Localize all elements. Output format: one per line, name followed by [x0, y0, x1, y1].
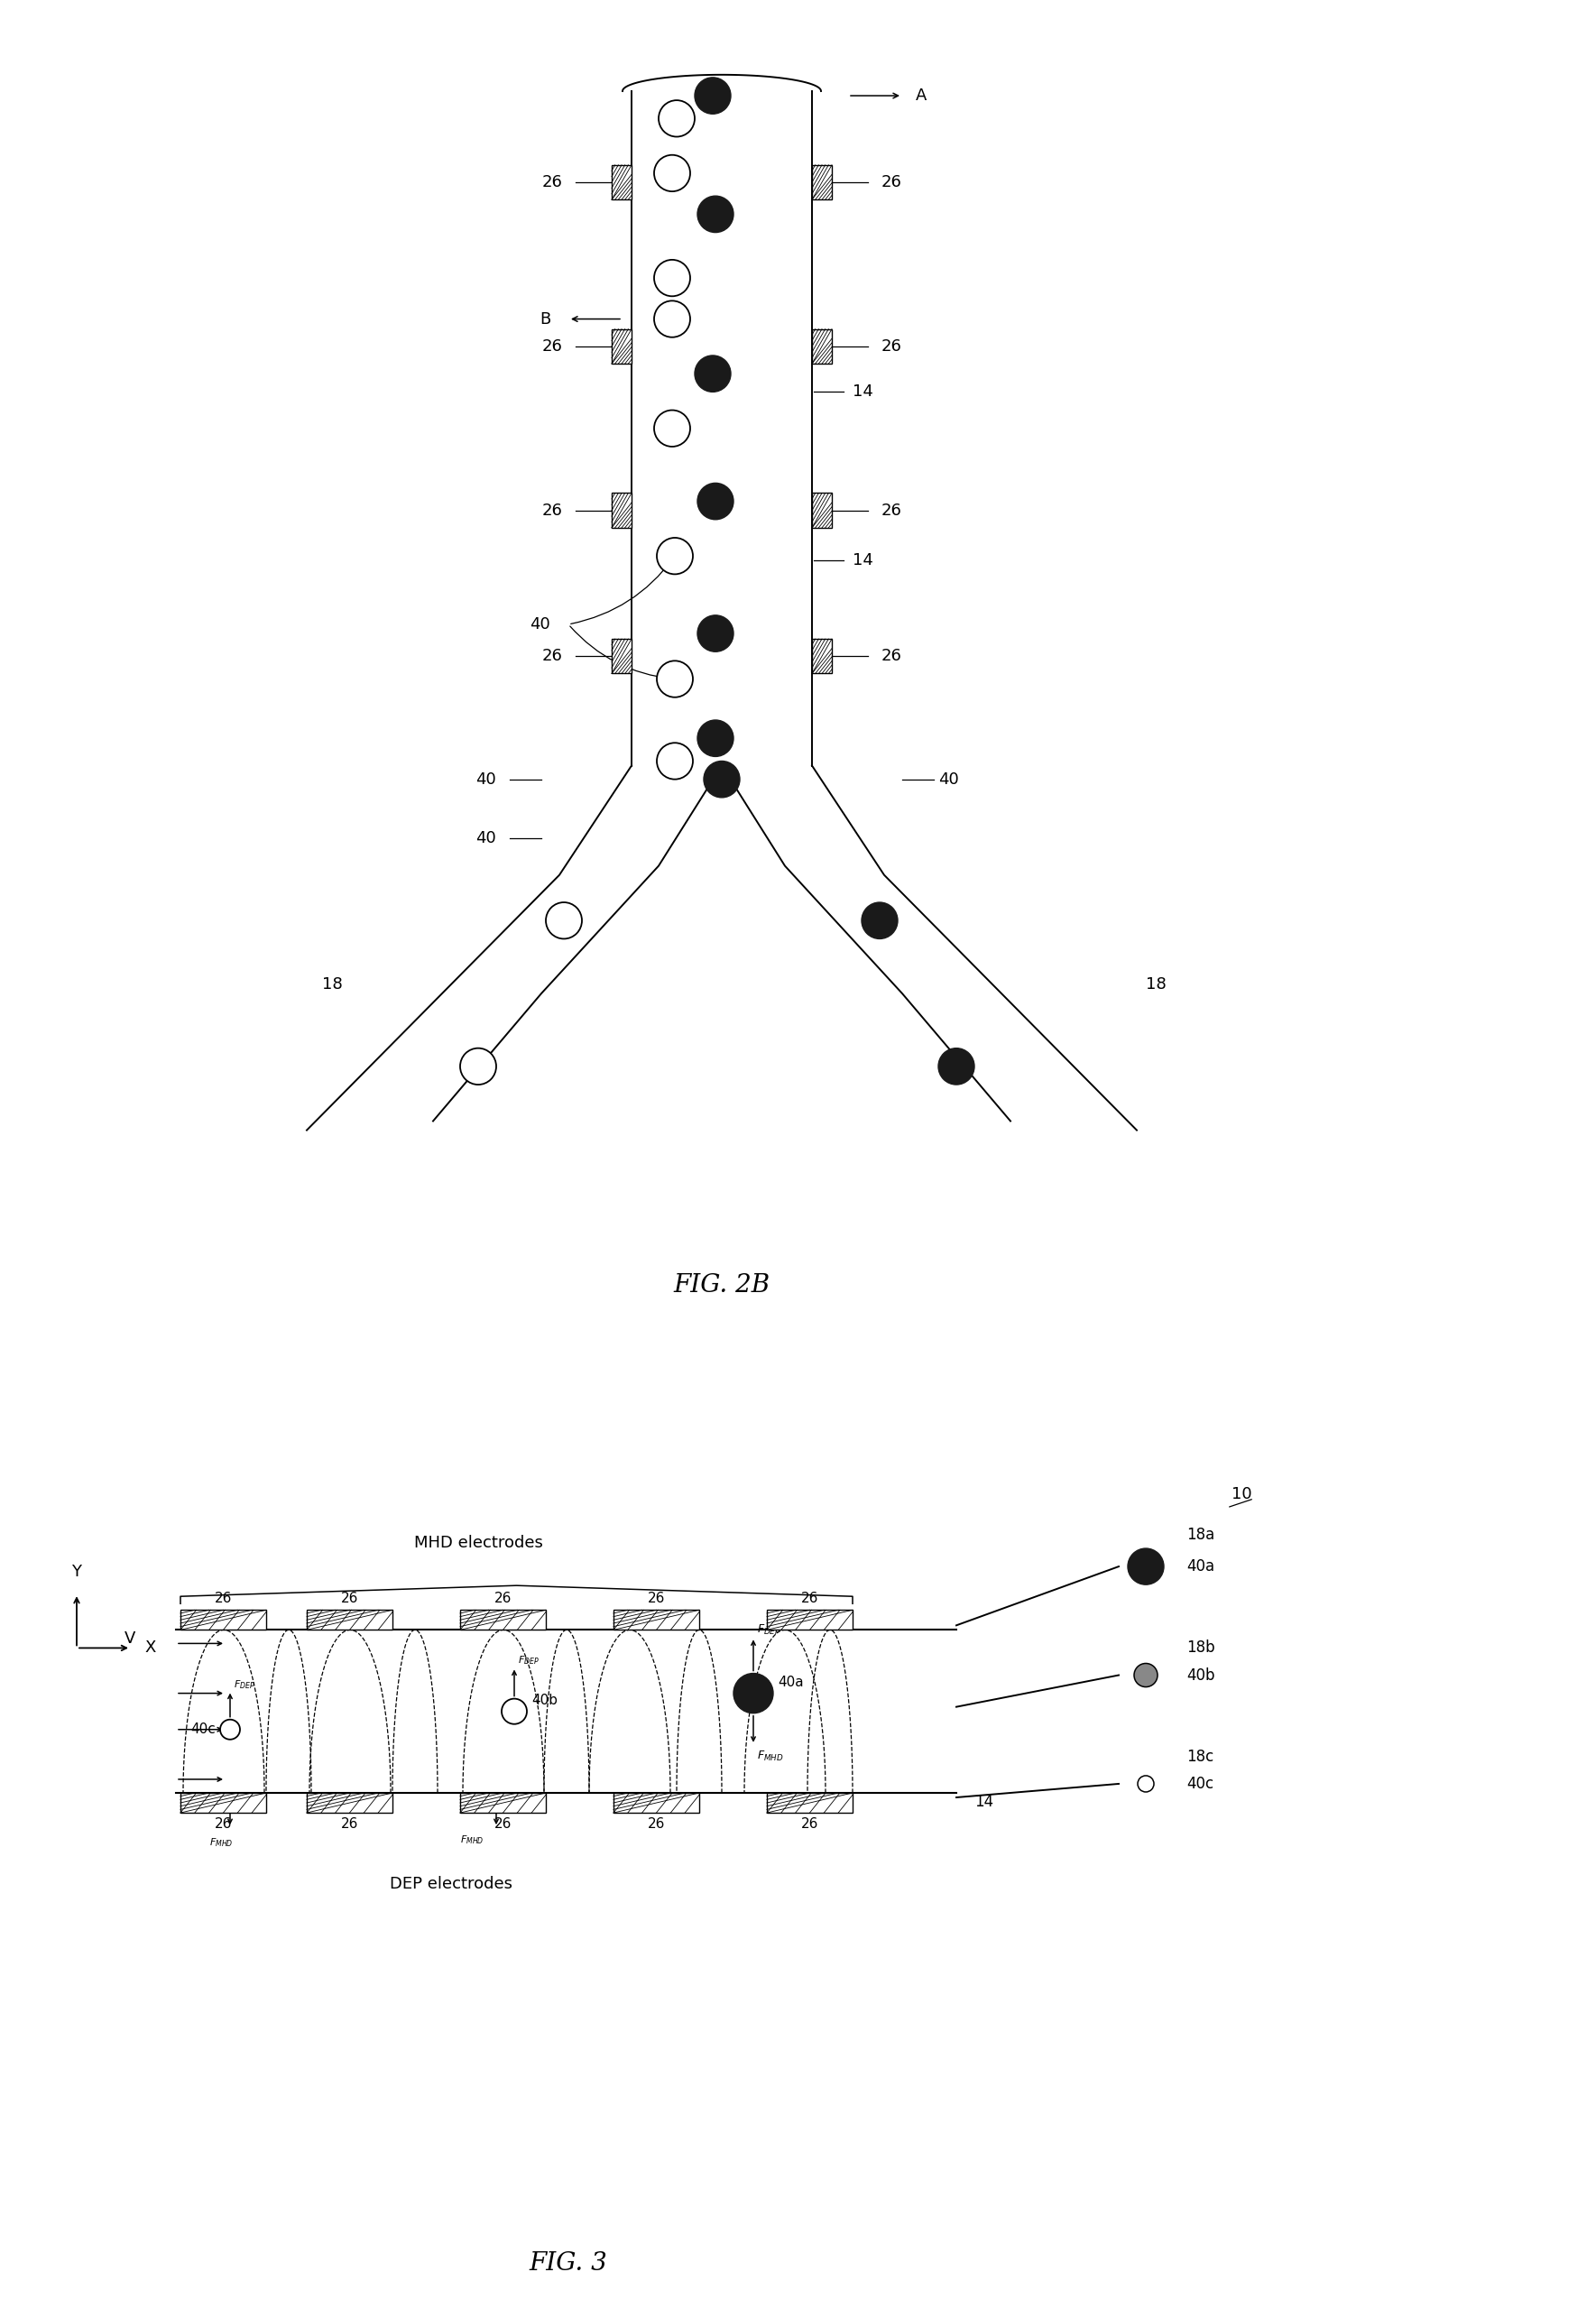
- Circle shape: [862, 903, 897, 940]
- Text: 40c: 40c: [1186, 1776, 1213, 1792]
- Text: $F_{DEP}$: $F_{DEP}$: [757, 1623, 780, 1637]
- Bar: [180, 1609, 267, 1630]
- Bar: [306, 1609, 393, 1630]
- Bar: [611, 640, 632, 674]
- Circle shape: [654, 155, 689, 192]
- Text: 18a: 18a: [1186, 1526, 1215, 1542]
- Circle shape: [658, 660, 693, 697]
- Text: 40: 40: [476, 831, 496, 847]
- Text: 18b: 18b: [1186, 1639, 1215, 1656]
- Text: 14: 14: [852, 552, 873, 568]
- Text: DEP electrodes: DEP electrodes: [389, 1877, 512, 1893]
- Text: 40a: 40a: [777, 1676, 803, 1688]
- Bar: [613, 1792, 699, 1813]
- Circle shape: [220, 1720, 239, 1739]
- Text: 18c: 18c: [1186, 1748, 1213, 1764]
- Bar: [460, 1609, 546, 1630]
- Text: 18: 18: [1146, 977, 1167, 993]
- Bar: [812, 640, 832, 674]
- Text: 26: 26: [648, 1591, 666, 1605]
- Text: 10: 10: [1232, 1487, 1251, 1503]
- Text: $F_{DEP}$: $F_{DEP}$: [233, 1679, 255, 1690]
- Bar: [812, 164, 832, 199]
- Circle shape: [694, 356, 731, 393]
- Text: MHD electrodes: MHD electrodes: [413, 1535, 543, 1552]
- Circle shape: [658, 743, 693, 780]
- Text: 14: 14: [975, 1794, 993, 1810]
- Circle shape: [654, 261, 689, 296]
- Circle shape: [1135, 1662, 1157, 1688]
- Bar: [180, 1792, 267, 1813]
- Text: B: B: [539, 312, 551, 328]
- Circle shape: [659, 99, 694, 136]
- Text: 40: 40: [938, 771, 959, 787]
- Bar: [613, 1609, 699, 1630]
- Text: 26: 26: [881, 337, 902, 356]
- Bar: [812, 494, 832, 529]
- Text: 26: 26: [881, 649, 902, 665]
- Circle shape: [546, 903, 583, 940]
- Circle shape: [734, 1674, 772, 1713]
- Text: 40a: 40a: [1186, 1559, 1215, 1575]
- Text: 26: 26: [214, 1591, 231, 1605]
- Text: A: A: [916, 88, 927, 104]
- Text: 26: 26: [801, 1817, 819, 1831]
- Text: 26: 26: [801, 1591, 819, 1605]
- Circle shape: [697, 196, 734, 233]
- Text: 26: 26: [342, 1817, 359, 1831]
- Bar: [812, 328, 832, 363]
- Text: 14: 14: [852, 383, 873, 399]
- Bar: [460, 1792, 546, 1813]
- Text: 40b: 40b: [531, 1692, 557, 1706]
- Text: 40c: 40c: [190, 1723, 215, 1736]
- Text: V: V: [124, 1630, 136, 1646]
- Circle shape: [654, 411, 689, 446]
- Text: $F_{MHD}$: $F_{MHD}$: [209, 1836, 233, 1850]
- Circle shape: [658, 538, 693, 575]
- Circle shape: [460, 1048, 496, 1085]
- Text: 26: 26: [541, 337, 562, 356]
- Text: 26: 26: [881, 503, 902, 520]
- Circle shape: [501, 1699, 527, 1725]
- Text: 26: 26: [495, 1591, 512, 1605]
- Circle shape: [694, 79, 731, 113]
- Text: FIG. 3: FIG. 3: [530, 2251, 608, 2277]
- Circle shape: [697, 483, 734, 520]
- Text: 26: 26: [495, 1817, 512, 1831]
- Text: $F_{DEP}$: $F_{DEP}$: [517, 1656, 539, 1667]
- Text: 40: 40: [476, 771, 496, 787]
- Text: FIG. 2B: FIG. 2B: [674, 1272, 771, 1298]
- Text: 40b: 40b: [1186, 1667, 1215, 1683]
- Text: 26: 26: [214, 1817, 231, 1831]
- Circle shape: [938, 1048, 975, 1085]
- Bar: [766, 1609, 852, 1630]
- Circle shape: [704, 762, 741, 797]
- Text: Y: Y: [72, 1563, 81, 1579]
- Text: 26: 26: [881, 173, 902, 189]
- Text: X: X: [144, 1639, 155, 1656]
- Text: 26: 26: [541, 649, 562, 665]
- Circle shape: [654, 300, 689, 337]
- Text: 40: 40: [530, 617, 551, 633]
- Circle shape: [697, 614, 734, 651]
- Bar: [611, 494, 632, 529]
- Text: 26: 26: [648, 1817, 666, 1831]
- Text: $F_{MHD}$: $F_{MHD}$: [757, 1750, 784, 1764]
- Circle shape: [1138, 1776, 1154, 1792]
- Text: $F_{MHD}$: $F_{MHD}$: [460, 1833, 484, 1847]
- Text: 26: 26: [342, 1591, 359, 1605]
- Bar: [306, 1792, 393, 1813]
- Text: 26: 26: [541, 503, 562, 520]
- Text: 26: 26: [541, 173, 562, 189]
- Text: 18: 18: [322, 977, 343, 993]
- Bar: [766, 1792, 852, 1813]
- Bar: [611, 328, 632, 363]
- Circle shape: [1128, 1549, 1163, 1584]
- Circle shape: [697, 720, 734, 757]
- Bar: [611, 164, 632, 199]
